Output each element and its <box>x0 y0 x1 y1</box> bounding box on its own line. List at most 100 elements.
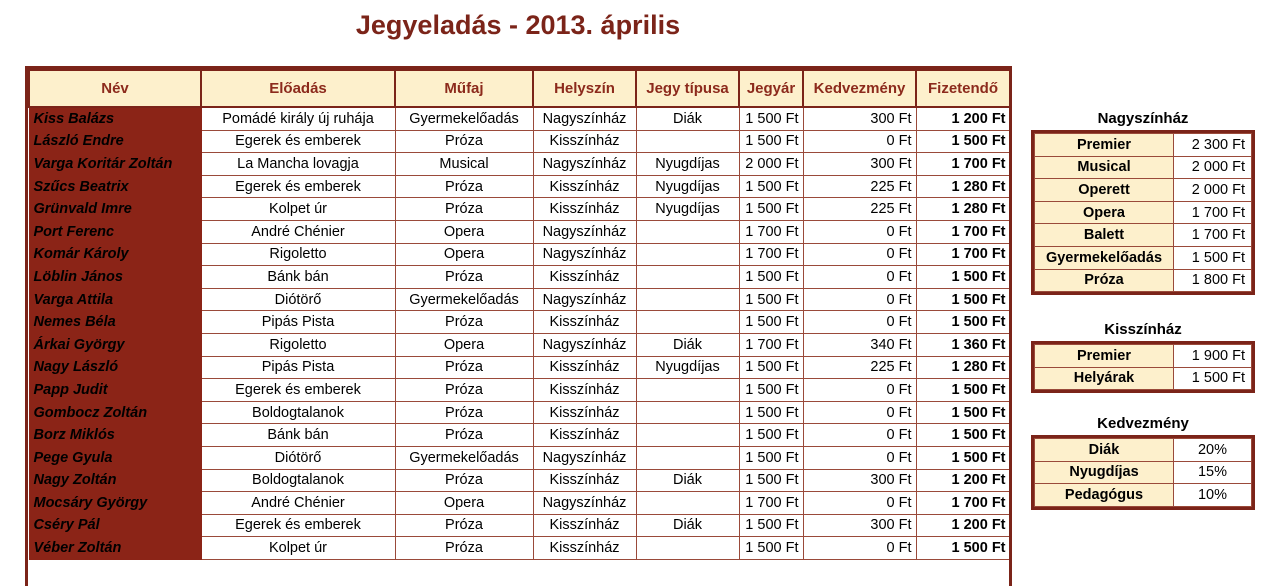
cell-kedvezmeny[interactable]: 0 Ft <box>802 242 917 267</box>
cell-nev[interactable]: Nagy László <box>28 355 202 380</box>
cell-nev[interactable]: Borz Miklós <box>28 423 202 447</box>
cell-nev[interactable]: Mocsáry György <box>28 491 202 515</box>
nagyszinhaz-value[interactable]: 1 700 Ft <box>1173 200 1252 225</box>
cell-fizetendo[interactable]: 1 200 Ft <box>915 106 1009 131</box>
cell-mufaj[interactable]: Opera <box>394 491 534 515</box>
col-header-eloadas[interactable]: Előadás <box>200 69 396 108</box>
cell-mufaj[interactable]: Próza <box>394 423 534 447</box>
cell-jegyar[interactable]: 1 500 Ft <box>738 378 804 402</box>
kedvezmeny-label[interactable]: Diák <box>1034 438 1174 462</box>
cell-eloadas[interactable]: André Chénier <box>200 491 396 515</box>
kedvezmeny-value[interactable]: 20% <box>1173 438 1252 462</box>
cell-jegy-tipusa[interactable]: Nyugdíjas <box>635 152 740 176</box>
cell-helyszin[interactable]: Kisszínház <box>532 513 637 538</box>
cell-fizetendo[interactable]: 1 280 Ft <box>915 355 1009 380</box>
cell-helyszin[interactable]: Kisszínház <box>532 174 637 199</box>
cell-nev[interactable]: Varga Koritár Zoltán <box>28 152 202 176</box>
cell-helyszin[interactable]: Kisszínház <box>532 355 637 380</box>
cell-helyszin[interactable]: Kisszínház <box>532 423 637 447</box>
cell-mufaj[interactable]: Próza <box>394 174 534 199</box>
cell-jegy-tipusa[interactable] <box>635 287 740 312</box>
cell-kedvezmeny[interactable]: 0 Ft <box>802 491 917 515</box>
cell-fizetendo[interactable]: 1 500 Ft <box>915 536 1009 560</box>
cell-kedvezmeny[interactable]: 300 Ft <box>802 468 917 493</box>
cell-helyszin[interactable]: Nagyszínház <box>532 219 637 244</box>
cell-mufaj[interactable]: Próza <box>394 468 534 493</box>
cell-helyszin[interactable]: Nagyszínház <box>532 152 637 176</box>
cell-jegy-tipusa[interactable] <box>635 378 740 402</box>
cell-fizetendo[interactable]: 1 500 Ft <box>915 265 1009 289</box>
cell-nev[interactable]: Pege Gyula <box>28 445 202 470</box>
cell-jegyar[interactable]: 1 500 Ft <box>738 445 804 470</box>
cell-eloadas[interactable]: Pipás Pista <box>200 310 396 334</box>
cell-nev[interactable]: Varga Attila <box>28 287 202 312</box>
cell-fizetendo[interactable]: 1 200 Ft <box>915 468 1009 493</box>
cell-kedvezmeny[interactable]: 0 Ft <box>802 310 917 334</box>
cell-eloadas[interactable]: Rigoletto <box>200 242 396 267</box>
cell-helyszin[interactable]: Nagyszínház <box>532 491 637 515</box>
cell-mufaj[interactable]: Próza <box>394 197 534 221</box>
cell-jegyar[interactable]: 1 500 Ft <box>738 174 804 199</box>
cell-helyszin[interactable]: Kisszínház <box>532 378 637 402</box>
nagyszinhaz-value[interactable]: 1 500 Ft <box>1173 245 1252 270</box>
kedvezmeny-label[interactable]: Nyugdíjas <box>1034 460 1174 485</box>
col-header-jegyar[interactable]: Jegyár <box>738 69 804 108</box>
cell-helyszin[interactable]: Kisszínház <box>532 536 637 560</box>
cell-nev[interactable]: Papp Judit <box>28 378 202 402</box>
cell-jegyar[interactable]: 1 500 Ft <box>738 310 804 334</box>
cell-nev[interactable]: Árkai György <box>28 332 202 357</box>
cell-kedvezmeny[interactable]: 0 Ft <box>802 287 917 312</box>
cell-nev[interactable]: László Endre <box>28 129 202 154</box>
kedvezmeny-label[interactable]: Pedagógus <box>1034 483 1174 507</box>
cell-jegy-tipusa[interactable] <box>635 423 740 447</box>
cell-eloadas[interactable]: Egerek és emberek <box>200 513 396 538</box>
cell-fizetendo[interactable]: 1 500 Ft <box>915 445 1009 470</box>
cell-fizetendo[interactable]: 1 500 Ft <box>915 287 1009 312</box>
cell-nev[interactable]: Grünvald Imre <box>28 197 202 221</box>
cell-fizetendo[interactable]: 1 280 Ft <box>915 197 1009 221</box>
kisszinhaz-value[interactable]: 1 500 Ft <box>1173 366 1252 391</box>
cell-helyszin[interactable]: Nagyszínház <box>532 242 637 267</box>
cell-jegy-tipusa[interactable]: Nyugdíjas <box>635 197 740 221</box>
cell-eloadas[interactable]: Boldogtalanok <box>200 400 396 425</box>
cell-nev[interactable]: Komár Károly <box>28 242 202 267</box>
nagyszinhaz-label[interactable]: Próza <box>1034 268 1174 293</box>
col-header-nev[interactable]: Név <box>28 69 202 108</box>
cell-helyszin[interactable]: Kisszínház <box>532 310 637 334</box>
cell-fizetendo[interactable]: 1 360 Ft <box>915 332 1009 357</box>
cell-eloadas[interactable]: Egerek és emberek <box>200 174 396 199</box>
cell-eloadas[interactable]: Bánk bán <box>200 265 396 289</box>
cell-nev[interactable]: Löblin János <box>28 265 202 289</box>
cell-jegy-tipusa[interactable] <box>635 219 740 244</box>
cell-kedvezmeny[interactable]: 300 Ft <box>802 513 917 538</box>
cell-jegy-tipusa[interactable]: Diák <box>635 513 740 538</box>
cell-mufaj[interactable]: Gyermekelőadás <box>394 445 534 470</box>
cell-eloadas[interactable]: Rigoletto <box>200 332 396 357</box>
cell-nev[interactable]: Port Ferenc <box>28 219 202 244</box>
cell-fizetendo[interactable]: 1 700 Ft <box>915 152 1009 176</box>
cell-fizetendo[interactable]: 1 500 Ft <box>915 310 1009 334</box>
cell-kedvezmeny[interactable]: 225 Ft <box>802 197 917 221</box>
cell-mufaj[interactable]: Opera <box>394 219 534 244</box>
cell-kedvezmeny[interactable]: 0 Ft <box>802 265 917 289</box>
cell-jegyar[interactable]: 1 700 Ft <box>738 332 804 357</box>
cell-jegy-tipusa[interactable] <box>635 536 740 560</box>
cell-fizetendo[interactable]: 1 500 Ft <box>915 400 1009 425</box>
cell-jegy-tipusa[interactable]: Diák <box>635 468 740 493</box>
nagyszinhaz-label[interactable]: Premier <box>1034 133 1174 157</box>
cell-eloadas[interactable]: Kolpet úr <box>200 197 396 221</box>
cell-fizetendo[interactable]: 1 280 Ft <box>915 174 1009 199</box>
cell-kedvezmeny[interactable]: 0 Ft <box>802 219 917 244</box>
cell-helyszin[interactable]: Kisszínház <box>532 468 637 493</box>
nagyszinhaz-label[interactable]: Operett <box>1034 178 1174 202</box>
cell-helyszin[interactable]: Kisszínház <box>532 265 637 289</box>
cell-jegyar[interactable]: 1 500 Ft <box>738 355 804 380</box>
cell-eloadas[interactable]: Pomádé király új ruhája <box>200 106 396 131</box>
kedvezmeny-value[interactable]: 15% <box>1173 460 1252 485</box>
cell-jegy-tipusa[interactable] <box>635 400 740 425</box>
cell-eloadas[interactable]: Bánk bán <box>200 423 396 447</box>
cell-jegyar[interactable]: 2 000 Ft <box>738 152 804 176</box>
cell-mufaj[interactable]: Próza <box>394 378 534 402</box>
col-header-fizetendo[interactable]: Fizetendő <box>915 69 1009 108</box>
cell-kedvezmeny[interactable]: 225 Ft <box>802 174 917 199</box>
